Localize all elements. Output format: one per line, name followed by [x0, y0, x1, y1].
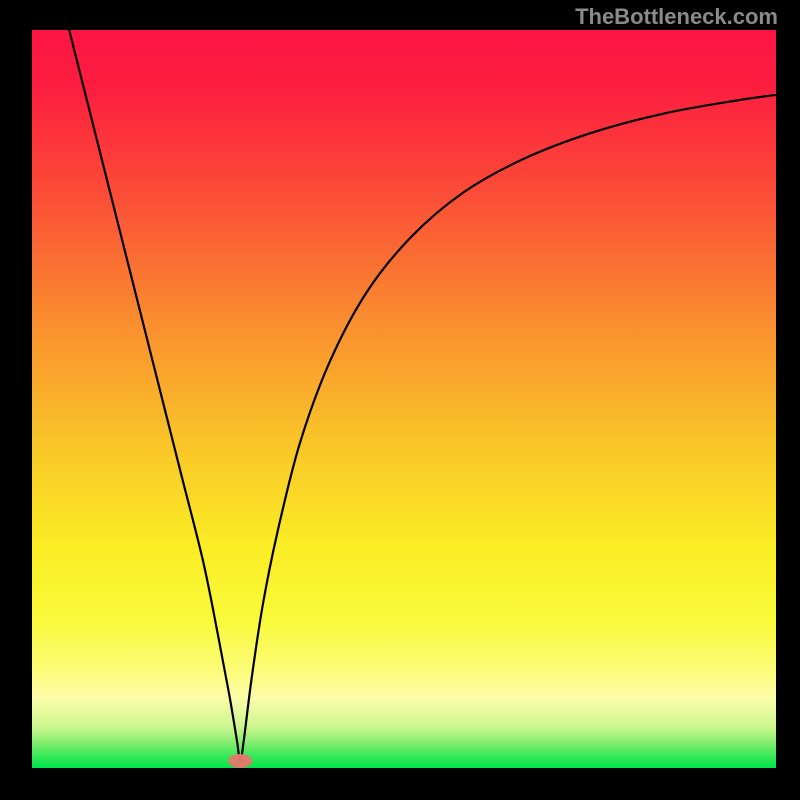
plot-background	[32, 30, 776, 768]
plot-svg	[32, 30, 776, 768]
watermark-text: TheBottleneck.com	[575, 4, 778, 30]
plot-area	[32, 30, 776, 768]
minimum-marker	[228, 754, 252, 768]
chart-frame: TheBottleneck.com	[0, 0, 800, 800]
